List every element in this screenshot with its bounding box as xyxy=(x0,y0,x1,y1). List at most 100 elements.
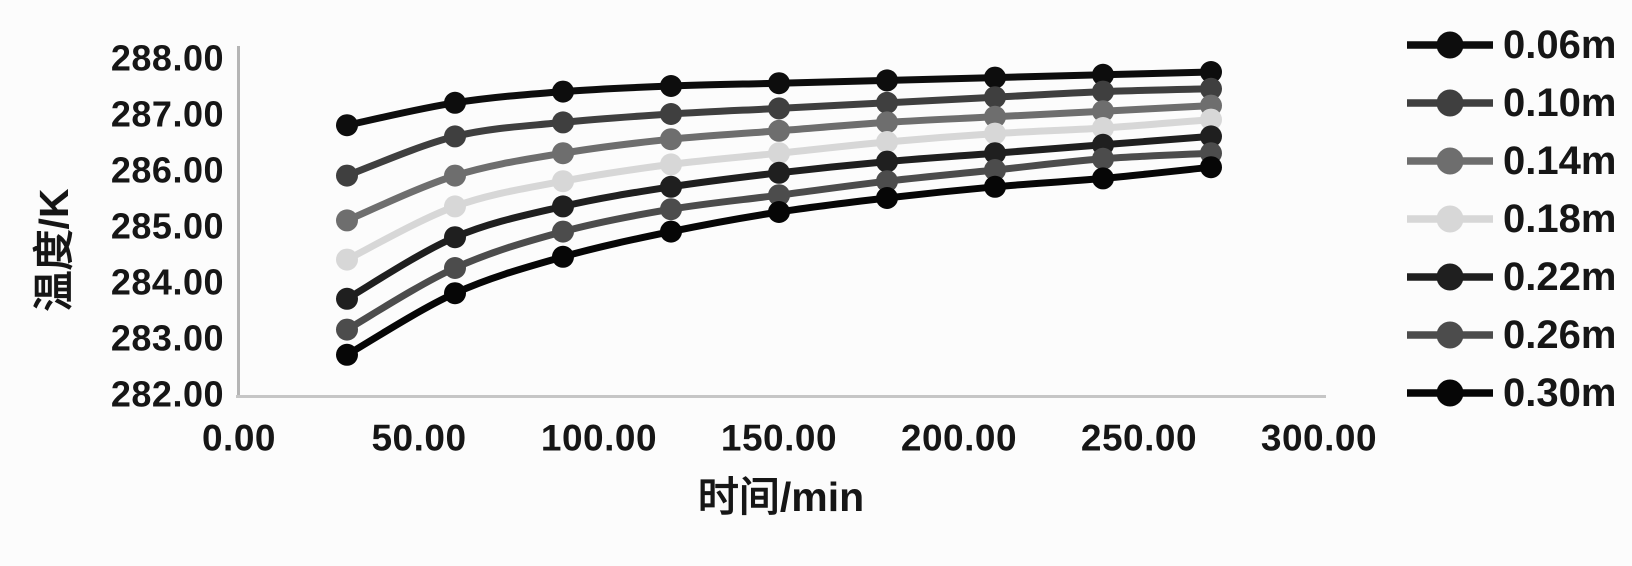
series-layer xyxy=(336,61,1222,366)
data-point-marker-0.14m xyxy=(444,164,466,187)
data-point-marker-0.30m xyxy=(660,220,682,243)
x-axis-tick-label: 200.00 xyxy=(901,418,1017,459)
data-point-marker-0.06m xyxy=(768,72,790,95)
data-point-marker-0.22m xyxy=(768,161,790,184)
data-point-marker-0.26m xyxy=(336,318,358,341)
legend-label: 0.10m xyxy=(1503,81,1616,125)
data-point-marker-0.26m xyxy=(1092,147,1114,170)
data-point-marker-0.14m xyxy=(660,128,682,151)
y-axis-tick-label: 285.00 xyxy=(111,206,224,247)
x-axis-tick-label: 300.00 xyxy=(1261,418,1377,459)
y-axis-tick-label: 286.00 xyxy=(111,150,224,191)
legend-label: 0.26m xyxy=(1503,313,1616,357)
data-point-marker-0.22m xyxy=(336,287,358,310)
legend-marker-dot xyxy=(1436,205,1464,233)
data-point-marker-0.18m xyxy=(336,248,358,271)
legend-item-0.18m: 0.18m xyxy=(1407,197,1616,241)
data-point-marker-0.10m xyxy=(660,103,682,125)
data-point-marker-0.06m xyxy=(336,114,358,137)
data-point-marker-0.18m xyxy=(876,131,898,153)
data-point-marker-0.26m xyxy=(768,184,790,207)
data-point-marker-0.30m xyxy=(768,201,790,223)
y-axis-tick-label: 282.00 xyxy=(111,374,224,415)
legend-marker-dot xyxy=(1436,321,1464,349)
legend-marker-dot xyxy=(1436,379,1464,407)
legend-item-0.22m: 0.22m xyxy=(1407,255,1616,299)
axes-layer xyxy=(236,46,1326,398)
data-point-marker-0.18m xyxy=(444,195,466,218)
legend: 0.06m 0.10m 0.14m 0.18m 0.22m 0.26m 0.30m xyxy=(1407,23,1616,415)
data-point-marker-0.06m xyxy=(1200,61,1222,83)
data-point-marker-0.22m xyxy=(876,150,898,173)
data-point-marker-0.06m xyxy=(552,80,574,103)
legend-marker-dot xyxy=(1436,147,1464,175)
data-point-marker-0.14m xyxy=(984,105,1006,128)
data-point-marker-0.26m xyxy=(444,257,466,279)
data-point-marker-0.30m xyxy=(876,187,898,209)
data-point-marker-0.06m xyxy=(984,66,1006,89)
data-point-marker-0.10m xyxy=(768,97,790,120)
data-point-marker-0.26m xyxy=(660,198,682,221)
x-axis-title: 时间/min xyxy=(698,474,864,520)
data-point-marker-0.14m xyxy=(876,111,898,134)
data-point-marker-0.06m xyxy=(444,91,466,114)
x-axis-tick-label: 250.00 xyxy=(1081,418,1197,459)
legend-item-0.30m: 0.30m xyxy=(1407,371,1616,415)
data-point-marker-0.18m xyxy=(768,142,790,165)
data-point-marker-0.10m xyxy=(1092,80,1114,103)
data-point-marker-0.26m xyxy=(552,220,574,243)
data-point-marker-0.10m xyxy=(336,164,358,187)
data-point-marker-0.18m xyxy=(1092,117,1114,139)
data-point-marker-0.30m xyxy=(444,282,466,305)
legend-item-0.14m: 0.14m xyxy=(1407,139,1616,183)
legend-item-0.26m: 0.26m xyxy=(1407,313,1616,357)
tick-labels-layer: 288.00 287.00 286.00 285.00 284.00 283.00 282.… xyxy=(111,38,1377,459)
legend-label: 0.22m xyxy=(1503,255,1616,299)
data-point-marker-0.06m xyxy=(876,69,898,92)
legend-label: 0.30m xyxy=(1503,371,1616,415)
data-point-marker-0.22m xyxy=(660,175,682,198)
data-point-marker-0.10m xyxy=(552,111,574,134)
y-axis-tick-label: 284.00 xyxy=(111,262,224,303)
data-point-marker-0.30m xyxy=(336,343,358,366)
data-point-marker-0.22m xyxy=(1200,125,1222,148)
data-point-marker-0.18m xyxy=(660,153,682,176)
data-point-marker-0.22m xyxy=(552,195,574,218)
data-point-marker-0.30m xyxy=(1092,167,1114,190)
x-axis-tick-label: 150.00 xyxy=(721,418,837,459)
data-point-marker-0.18m xyxy=(1200,108,1222,131)
data-point-marker-0.10m xyxy=(1200,77,1222,100)
legend-marker-dot xyxy=(1436,89,1464,117)
data-point-marker-0.06m xyxy=(1092,63,1114,86)
legend-marker-dot xyxy=(1436,263,1464,291)
y-axis-title: 温度/K xyxy=(31,188,77,311)
data-point-marker-0.30m xyxy=(552,245,574,268)
data-point-marker-0.22m xyxy=(984,142,1006,165)
data-point-marker-0.30m xyxy=(984,175,1006,198)
data-point-marker-0.06m xyxy=(660,75,682,97)
legend-label: 0.18m xyxy=(1503,197,1616,241)
x-axis-tick-label: 100.00 xyxy=(541,418,657,459)
legend-label: 0.14m xyxy=(1503,139,1616,183)
legend-item-0.10m: 0.10m xyxy=(1407,81,1616,125)
x-axis-tick-label: 0.00 xyxy=(202,418,276,459)
data-point-marker-0.14m xyxy=(1092,100,1114,123)
data-point-marker-0.14m xyxy=(552,142,574,165)
data-point-marker-0.26m xyxy=(876,170,898,193)
data-point-marker-0.30m xyxy=(1200,156,1222,179)
legend-label: 0.06m xyxy=(1503,23,1616,67)
data-point-marker-0.18m xyxy=(984,122,1006,145)
data-point-marker-0.18m xyxy=(552,170,574,193)
y-axis-tick-label: 288.00 xyxy=(111,38,224,79)
data-point-marker-0.26m xyxy=(984,159,1006,181)
y-axis-tick-label: 287.00 xyxy=(111,94,224,135)
legend-marker-dot xyxy=(1436,31,1464,59)
data-point-marker-0.14m xyxy=(336,209,358,232)
y-axis-tick-label: 283.00 xyxy=(111,318,224,359)
data-point-marker-0.14m xyxy=(768,119,790,142)
x-axis-tick-label: 50.00 xyxy=(371,418,466,459)
data-point-marker-0.22m xyxy=(444,226,466,249)
data-point-marker-0.10m xyxy=(876,91,898,114)
